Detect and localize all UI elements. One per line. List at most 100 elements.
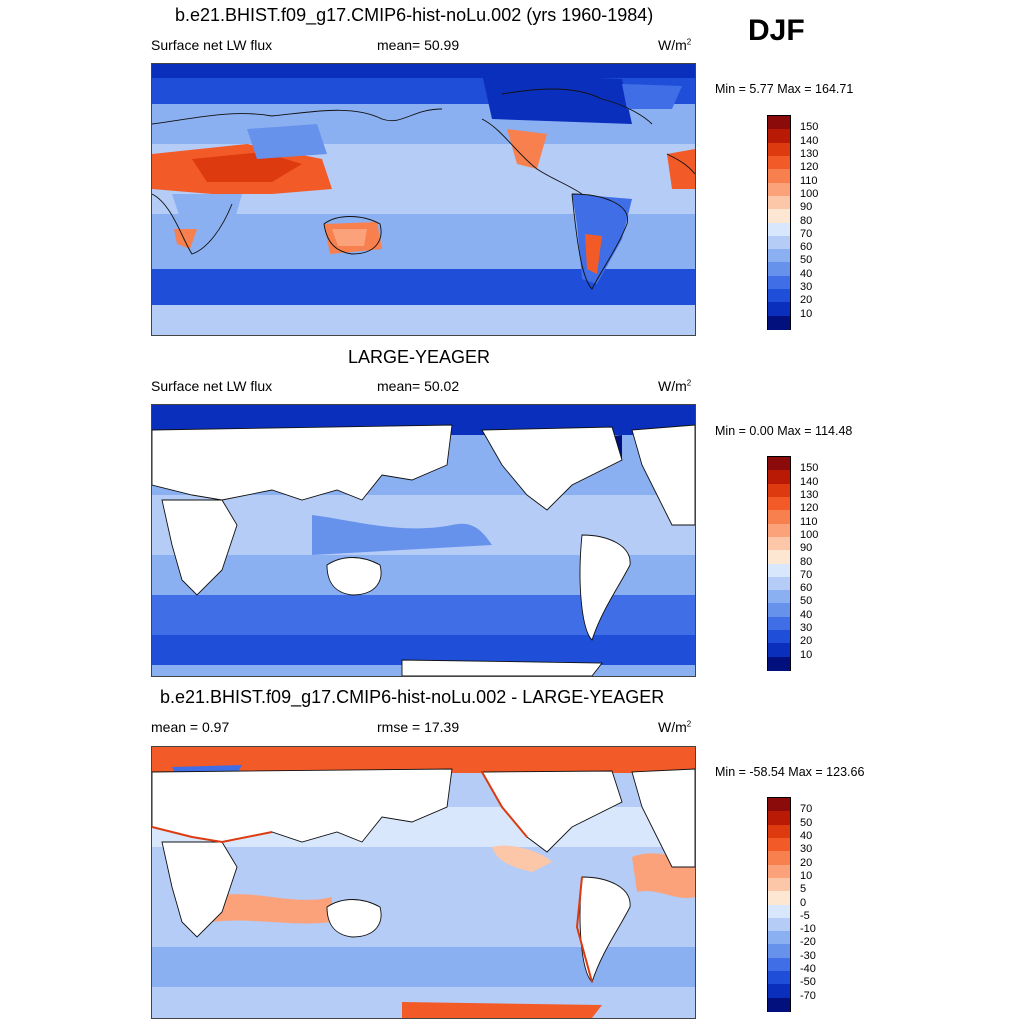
panel-2-map (151, 404, 696, 677)
colorbar-label: 70 (800, 803, 813, 816)
colorbar-swatch (768, 837, 790, 852)
panel-3-minmax: Min = -58.54 Max = 123.66 (715, 765, 865, 779)
colorbar-swatch (768, 917, 790, 932)
colorbar-swatch (768, 877, 790, 892)
colorbar-label: 30 (800, 281, 813, 294)
colorbar-swatch (768, 155, 790, 170)
colorbar-label: 30 (800, 622, 813, 635)
panel-3-map (151, 746, 696, 1019)
colorbar-swatch (768, 142, 790, 157)
panel-1-minmax: Min = 5.77 Max = 164.71 (715, 82, 854, 96)
colorbar-label: 20 (800, 635, 813, 648)
colorbar-label: 10 (800, 648, 813, 661)
colorbar-swatch (768, 470, 790, 485)
colorbar-swatch (768, 576, 790, 591)
colorbar-label: 140 (800, 134, 819, 147)
colorbar-swatch (768, 457, 790, 471)
colorbar-label: 30 (800, 843, 813, 856)
colorbar-label: 40 (800, 608, 813, 621)
colorbar-label: 80 (800, 555, 813, 568)
colorbar-swatch (768, 904, 790, 919)
colorbar-label: 120 (800, 161, 819, 174)
colorbar-label: -20 (800, 936, 816, 949)
colorbar-swatch (768, 984, 790, 999)
panel-2-colorbar (767, 456, 791, 671)
colorbar-swatch (768, 630, 790, 644)
colorbar-label: -70 (800, 989, 816, 1002)
colorbar-label: 70 (800, 227, 813, 240)
colorbar-swatch (768, 510, 790, 525)
colorbar-swatch (768, 603, 790, 618)
colorbar-swatch (768, 971, 790, 985)
colorbar-swatch (768, 235, 790, 250)
colorbar-label: 5 (800, 883, 807, 896)
colorbar-label: -5 (800, 909, 810, 922)
colorbar-label: 130 (800, 488, 819, 501)
colorbar-label: -10 (800, 923, 816, 936)
colorbar-label: 150 (800, 462, 819, 475)
colorbar-label: 120 (800, 502, 819, 515)
colorbar-swatch (768, 209, 790, 223)
colorbar-swatch (768, 116, 790, 130)
colorbar-label: 50 (800, 595, 813, 608)
colorbar-swatch (768, 957, 790, 972)
colorbar-label: 100 (800, 528, 819, 541)
colorbar-swatch (768, 302, 790, 317)
colorbar-label: 60 (800, 241, 813, 254)
colorbar-swatch (768, 195, 790, 210)
colorbar-label: 0 (800, 896, 807, 909)
colorbar-swatch (768, 851, 790, 866)
colorbar-label: 150 (800, 121, 819, 134)
panel-2-mean: mean= 50.02 (377, 378, 460, 394)
colorbar-swatch (768, 289, 790, 303)
colorbar-swatch (768, 643, 790, 658)
colorbar-swatch (768, 275, 790, 290)
colorbar-swatch (768, 798, 790, 812)
colorbar-swatch (768, 891, 790, 905)
panel-1-units: W/m2 (658, 37, 692, 53)
panel-1-variable-label: Surface net LW flux (151, 37, 273, 53)
colorbar-swatch (768, 249, 790, 263)
colorbar-label: 50 (800, 816, 813, 829)
colorbar-label: 20 (800, 294, 813, 307)
panel-3-title: b.e21.BHIST.f09_g17.CMIP6-hist-noLu.002 … (160, 687, 665, 707)
panel-1-mean: mean= 50.99 (377, 37, 460, 53)
panel-1-colorbar (767, 115, 791, 330)
panel-3-rmse: rmse = 17.39 (377, 719, 460, 735)
colorbar-label: 110 (800, 174, 818, 187)
colorbar-swatch (768, 590, 790, 604)
colorbar-swatch (768, 656, 790, 671)
colorbar-label: 40 (800, 267, 813, 280)
panel-2-variable-label: Surface net LW flux (151, 378, 273, 394)
colorbar-swatch (768, 496, 790, 511)
colorbar-label: 90 (800, 201, 813, 214)
colorbar-swatch (768, 931, 790, 945)
colorbar-swatch (768, 129, 790, 144)
colorbar-swatch (768, 944, 790, 959)
colorbar-label: -40 (800, 963, 816, 976)
colorbar-label: 60 (800, 582, 813, 595)
colorbar-swatch (768, 222, 790, 237)
colorbar-label: 70 (800, 568, 813, 581)
colorbar-label: 100 (800, 187, 819, 200)
colorbar-swatch (768, 483, 790, 498)
panel-3-units: W/m2 (658, 719, 692, 735)
colorbar-label: 40 (800, 829, 813, 842)
panel-3-mean: mean = 0.97 (151, 719, 230, 735)
season-label: DJF (748, 14, 805, 47)
colorbar-swatch (768, 315, 790, 330)
colorbar-label: -50 (800, 976, 816, 989)
panel-3-colorbar (767, 797, 791, 1012)
colorbar-label: 80 (800, 214, 813, 227)
colorbar-swatch (768, 182, 790, 197)
colorbar-swatch (768, 169, 790, 184)
colorbar-swatch (768, 536, 790, 551)
colorbar-swatch (768, 997, 790, 1012)
colorbar-label: -30 (800, 949, 816, 962)
colorbar-label: 10 (800, 869, 813, 882)
colorbar-swatch (768, 262, 790, 277)
colorbar-label: 140 (800, 475, 819, 488)
colorbar-label: 50 (800, 254, 813, 267)
colorbar-swatch (768, 824, 790, 839)
colorbar-label: 90 (800, 542, 813, 555)
